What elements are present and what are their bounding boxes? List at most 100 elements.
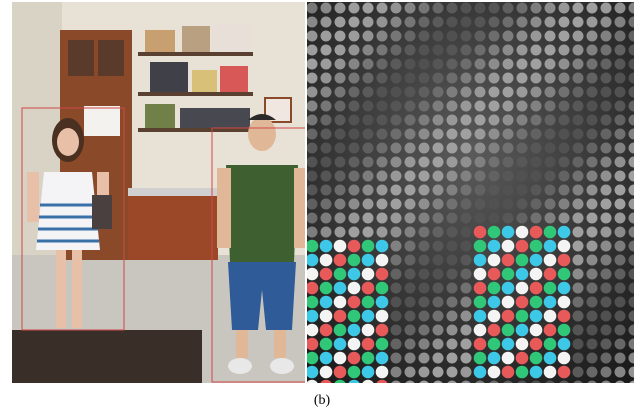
led-off (615, 73, 626, 84)
led-lit (348, 268, 361, 281)
led-off (321, 3, 332, 14)
led-off (615, 3, 626, 14)
led-lit (376, 240, 389, 253)
led-off (335, 227, 346, 238)
led-lit (306, 338, 319, 351)
led-off (503, 199, 514, 210)
led-off (615, 325, 626, 336)
led-off (433, 297, 444, 308)
led-off (475, 213, 486, 224)
led-off (447, 3, 458, 14)
led-off (587, 353, 598, 364)
led-off (419, 3, 430, 14)
led-off (419, 171, 430, 182)
led-off (447, 297, 458, 308)
led-off (559, 31, 570, 42)
cabinet (128, 195, 218, 260)
led-lit (306, 282, 319, 295)
led-off (615, 101, 626, 112)
led-off (615, 269, 626, 280)
led-off (601, 297, 612, 308)
led-off (559, 3, 570, 14)
led-off (377, 31, 388, 42)
led-off (433, 367, 444, 378)
led-off (615, 31, 626, 42)
led-off (489, 59, 500, 70)
led-off (573, 241, 584, 252)
led-lit (320, 324, 333, 337)
led-lit (516, 254, 529, 267)
led-off (419, 269, 430, 280)
led-off (601, 171, 612, 182)
led-off (391, 199, 402, 210)
led-off (405, 367, 416, 378)
led-off (461, 45, 472, 56)
led-off (601, 269, 612, 280)
led-off (419, 129, 430, 140)
led-lit (558, 240, 571, 253)
led-lit (474, 282, 487, 295)
led-off (377, 129, 388, 140)
led-off (419, 59, 430, 70)
led-lit (488, 254, 501, 267)
led-off (461, 367, 472, 378)
led-off (573, 45, 584, 56)
led-off (587, 255, 598, 266)
led-lit (502, 226, 515, 239)
led-lit (502, 338, 515, 351)
led-off (433, 241, 444, 252)
led-off (587, 297, 598, 308)
led-off (587, 381, 598, 392)
led-off (587, 213, 598, 224)
box (212, 24, 250, 52)
led-off (517, 101, 528, 112)
led-off (503, 381, 514, 392)
led-off (503, 101, 514, 112)
shirt (226, 165, 298, 262)
led-off (545, 87, 556, 98)
led-off (531, 3, 542, 14)
led-off (447, 101, 458, 112)
led-off (461, 143, 472, 154)
led-off (349, 185, 360, 196)
led-off (377, 45, 388, 56)
led-off (447, 143, 458, 154)
led-off (559, 185, 570, 196)
led-off (391, 311, 402, 322)
led-off (573, 31, 584, 42)
led-off (447, 129, 458, 140)
led-off (391, 185, 402, 196)
led-off (475, 3, 486, 14)
led-off (545, 3, 556, 14)
led-off (307, 115, 318, 126)
led-off (461, 3, 472, 14)
led-lit (516, 268, 529, 281)
led-off (615, 17, 626, 28)
led-lit (320, 254, 333, 267)
led-off (307, 3, 318, 14)
led-lit (362, 282, 375, 295)
led-off (489, 213, 500, 224)
led-off (489, 87, 500, 98)
led-off (503, 45, 514, 56)
led-lit (544, 310, 557, 323)
led-lit (320, 352, 333, 365)
led-off (461, 73, 472, 84)
led-lit (362, 268, 375, 281)
led-off (349, 115, 360, 126)
led-off (587, 59, 598, 70)
led-lit (474, 366, 487, 379)
led-off (447, 381, 458, 392)
led-off (335, 213, 346, 224)
led-off (573, 59, 584, 70)
led-off (433, 73, 444, 84)
led-off (447, 73, 458, 84)
led-off (419, 143, 430, 154)
led-off (601, 367, 612, 378)
led-lit (334, 338, 347, 351)
led-off (433, 283, 444, 294)
led-off (405, 185, 416, 196)
led-off (433, 339, 444, 350)
led-off (601, 311, 612, 322)
led-off (391, 59, 402, 70)
